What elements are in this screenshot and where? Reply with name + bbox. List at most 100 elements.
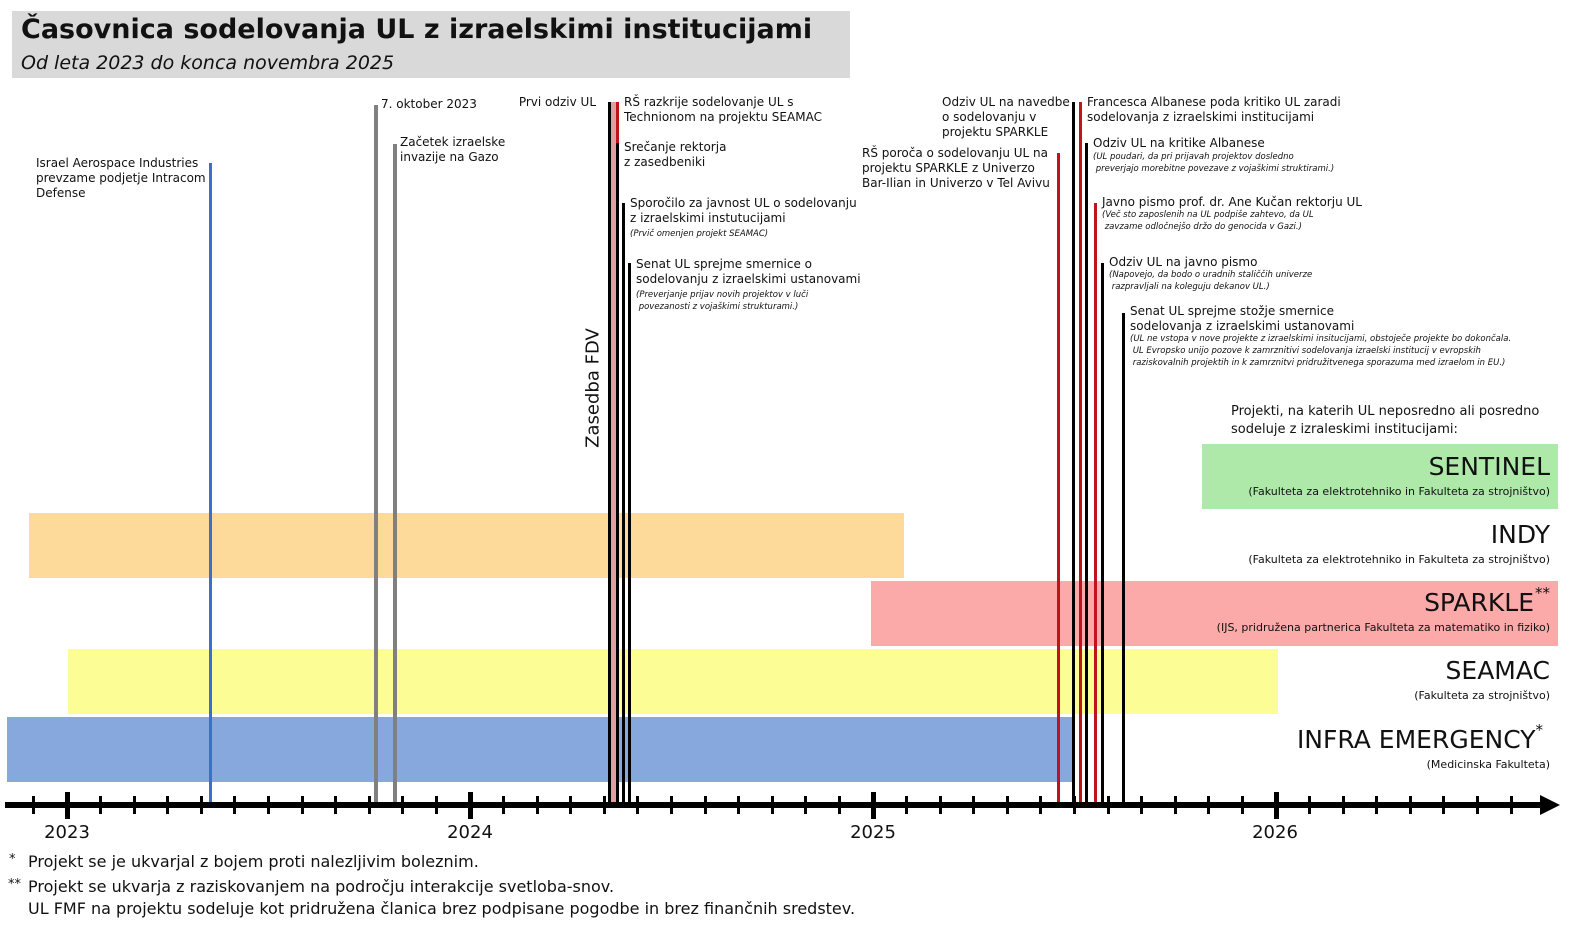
event-note: (UL ne vstopa v nove projekte z izraelsk… bbox=[1130, 334, 1512, 368]
event-line bbox=[374, 105, 378, 803]
event-note: (Prvič omenjen projekt SEAMAC) bbox=[630, 229, 769, 239]
bar-sentinel bbox=[1202, 444, 1558, 509]
project-name: INFRA EMERGENCY* bbox=[1296, 721, 1543, 754]
month-tick bbox=[1106, 796, 1110, 814]
event-label: Začetek izraelske invazije na Gazo bbox=[400, 135, 506, 164]
bar-sparkle bbox=[871, 581, 1558, 646]
event-label: Odziv UL na navedbe o sodelovanju v proj… bbox=[942, 95, 1070, 139]
event-label: Srečanje rektorja z zasedbeniki bbox=[624, 140, 727, 169]
event-label: Sporočilo za javnost UL o sodelovanju z … bbox=[630, 196, 857, 225]
footnote-mark: * bbox=[9, 852, 16, 867]
month-tick bbox=[99, 796, 103, 814]
month-tick bbox=[972, 796, 976, 814]
month-tick bbox=[166, 796, 170, 814]
month-tick bbox=[938, 796, 942, 814]
projects-heading: Projekti, na katerih UL neposredno ali p… bbox=[1231, 404, 1540, 437]
event-line bbox=[1079, 102, 1082, 803]
event-label: 7. oktober 2023 bbox=[381, 97, 477, 111]
event-note: (UL poudari, da pri prijavah projektov d… bbox=[1093, 152, 1335, 174]
axis-arrow-icon bbox=[1540, 795, 1560, 815]
project-name: INDY bbox=[1490, 520, 1550, 549]
event-note: (Več sto zaposlenih na UL podpiše zahtev… bbox=[1102, 210, 1314, 232]
year-tick bbox=[870, 792, 876, 819]
month-tick bbox=[300, 796, 304, 814]
event-label: RŠ poroča o sodelovanju UL na projektu S… bbox=[862, 146, 1050, 190]
month-tick bbox=[737, 796, 741, 814]
footnote: Projekt se ukvarja z raziskovanjem na po… bbox=[28, 877, 615, 896]
month-tick bbox=[1509, 796, 1513, 814]
event-line bbox=[1057, 153, 1060, 803]
month-tick bbox=[804, 796, 808, 814]
month-tick bbox=[367, 796, 371, 814]
event-line bbox=[628, 263, 631, 803]
year-label: 2025 bbox=[850, 822, 896, 843]
event-label: Senat UL sprejme smernice o sodelovanju … bbox=[636, 257, 861, 286]
bar-indy bbox=[29, 513, 904, 578]
project-name: SPARKLE** bbox=[1424, 584, 1550, 617]
month-tick bbox=[1173, 796, 1177, 814]
title-box bbox=[12, 11, 850, 78]
month-tick bbox=[1005, 796, 1009, 814]
bar-seamac bbox=[68, 649, 1278, 714]
month-tick bbox=[401, 796, 405, 814]
year-label: 2023 bbox=[44, 822, 90, 843]
month-tick bbox=[602, 796, 606, 814]
project-partners: (Medicinska Fakulteta) bbox=[1426, 758, 1550, 771]
event-line bbox=[209, 163, 212, 803]
month-tick bbox=[1140, 796, 1144, 814]
event-line bbox=[608, 102, 611, 803]
month-tick bbox=[199, 796, 203, 814]
month-tick bbox=[1442, 796, 1446, 814]
event-label: Francesca Albanese poda kritiko UL zarad… bbox=[1087, 95, 1341, 124]
project-partners: (IJS, pridružena partnerica Fakulteta za… bbox=[1216, 621, 1550, 634]
month-tick bbox=[905, 796, 909, 814]
event-line bbox=[1085, 143, 1088, 803]
event-line bbox=[393, 144, 397, 803]
month-tick bbox=[569, 796, 573, 814]
year-tick bbox=[467, 792, 473, 819]
event-label: Israel Aerospace Industries prevzame pod… bbox=[36, 156, 206, 200]
month-tick bbox=[1375, 796, 1379, 814]
month-tick bbox=[502, 796, 506, 814]
event-label: Senat UL sprejme stožje smernice sodelov… bbox=[1130, 304, 1355, 333]
footnote: UL FMF na projektu sodeluje kot pridruže… bbox=[28, 899, 856, 918]
month-tick bbox=[636, 796, 640, 814]
year-label: 2024 bbox=[447, 822, 493, 843]
month-tick bbox=[31, 796, 35, 814]
year-tick bbox=[64, 792, 70, 819]
event-note: (Preverjanje prijav novih projektov v lu… bbox=[636, 290, 809, 312]
month-tick bbox=[1341, 796, 1345, 814]
project-name: SEAMAC bbox=[1445, 656, 1550, 685]
fdv-occupation-band bbox=[610, 102, 617, 803]
time-axis bbox=[5, 802, 1547, 808]
event-label: Odziv UL na javno pismo bbox=[1109, 255, 1258, 269]
month-tick bbox=[233, 796, 237, 814]
event-label: Prvi odziv UL bbox=[518, 95, 596, 109]
month-tick bbox=[334, 796, 338, 814]
month-tick bbox=[1240, 796, 1244, 814]
month-tick bbox=[1308, 796, 1312, 814]
event-line bbox=[1094, 203, 1097, 803]
month-tick bbox=[1408, 796, 1412, 814]
event-label: Javno pismo prof. dr. Ane Kučan rektorju… bbox=[1102, 195, 1362, 209]
event-line bbox=[622, 203, 625, 803]
project-partners: (Fakulteta za elektrotehniko in Fakultet… bbox=[1248, 485, 1550, 498]
event-label: RŠ razkrije sodelovanje UL s Technionom … bbox=[624, 95, 822, 124]
month-tick bbox=[1073, 796, 1076, 814]
year-tick bbox=[1273, 792, 1279, 819]
month-tick bbox=[837, 796, 841, 814]
month-tick bbox=[703, 796, 707, 814]
event-note: (Napovejo, da bodo o uradnih staliččih u… bbox=[1109, 270, 1313, 292]
project-partners: (Fakulteta za elektrotehniko in Fakultet… bbox=[1248, 553, 1550, 566]
month-tick bbox=[1476, 796, 1479, 814]
footnote-mark: ** bbox=[8, 877, 21, 892]
page-subtitle: Od leta 2023 do konca novembra 2025 bbox=[21, 52, 395, 74]
event-label: Odziv UL na kritike Albanese bbox=[1093, 136, 1265, 150]
page-title: Časovnica sodelovanja UL z izraelskimi i… bbox=[21, 14, 813, 45]
month-tick bbox=[1039, 796, 1043, 814]
project-partners: (Fakulteta za strojništvo) bbox=[1414, 689, 1550, 702]
footnote: Projekt se je ukvarjal z bojem proti nal… bbox=[28, 852, 479, 871]
event-line bbox=[1122, 313, 1125, 803]
month-tick bbox=[535, 796, 539, 814]
